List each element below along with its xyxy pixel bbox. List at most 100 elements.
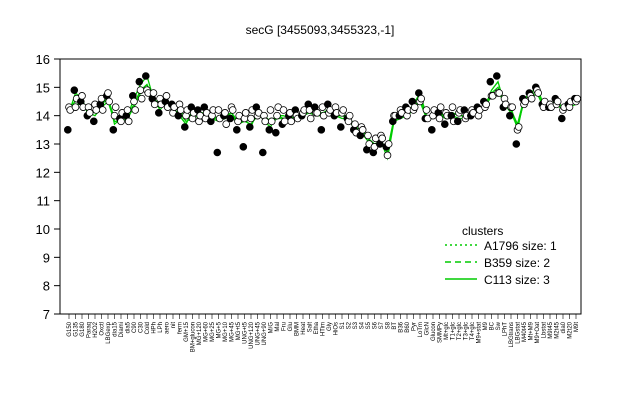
data-point xyxy=(85,109,94,117)
x-tick-label: C30 xyxy=(139,321,145,333)
x-tick-label: Sw xyxy=(496,321,502,330)
data-point xyxy=(435,114,444,123)
legend-entry-2: B359 size: 2 xyxy=(484,256,550,270)
data-point xyxy=(505,111,514,120)
data-point xyxy=(117,117,125,126)
x-tick-label: Glu xyxy=(288,322,294,331)
data-point xyxy=(149,89,158,97)
legend-entry-3: C113 size: 3 xyxy=(484,273,550,287)
data-point xyxy=(213,148,222,157)
x-tick-label: MG+10 xyxy=(223,321,229,342)
data-point xyxy=(273,111,281,120)
data-point xyxy=(214,106,223,114)
x-tick-label: Gly xyxy=(327,322,333,331)
y-tick-label: 10 xyxy=(36,222,50,237)
data-point xyxy=(422,106,431,114)
x-tick-label: S8 xyxy=(386,321,392,329)
x-tick-label: H2O2 xyxy=(93,321,99,337)
x-tick-label: LBGstat xyxy=(516,322,522,344)
x-tick-label: Paraq xyxy=(87,322,93,338)
data-point xyxy=(131,106,140,114)
data-point xyxy=(261,117,270,126)
x-tick-label: ferm xyxy=(178,322,184,334)
data-point xyxy=(417,94,426,103)
x-tick-label: S3 xyxy=(353,321,359,329)
x-tick-label: GlcN xyxy=(425,322,431,335)
x-tick-label: S5 xyxy=(366,321,372,329)
x-tick-label: aero xyxy=(165,321,171,334)
x-tick-label: M9+stat xyxy=(477,322,483,344)
x-tick-label: M9t xyxy=(574,322,580,332)
x-tick-label: dia0 xyxy=(561,321,567,333)
x-tick-label: T4+glc xyxy=(470,322,476,340)
x-tick-label: M/G xyxy=(269,322,275,334)
data-point xyxy=(135,77,144,86)
y-tick-label: 12 xyxy=(36,165,50,180)
data-point xyxy=(221,109,229,117)
data-point xyxy=(482,100,491,109)
x-tick-label: Mal xyxy=(275,322,281,332)
y-tick-label: 14 xyxy=(36,109,50,124)
data-point xyxy=(514,123,523,131)
data-point xyxy=(534,89,542,97)
x-tick-label: B36 xyxy=(399,321,405,332)
data-point xyxy=(78,92,86,100)
data-point xyxy=(258,148,267,157)
x-tick-label: M40t45 xyxy=(522,321,528,342)
x-tick-label: LBGtrans xyxy=(509,322,515,347)
data-point xyxy=(124,117,133,126)
data-point xyxy=(486,77,495,86)
x-tick-label: Cold xyxy=(145,322,151,334)
data-point xyxy=(266,106,275,114)
plot-frame xyxy=(59,58,582,315)
data-point xyxy=(155,109,163,117)
x-tick-label: HiOs xyxy=(334,322,340,335)
x-tick-label: HTim xyxy=(321,322,327,336)
x-tick-label: SMMPy xyxy=(438,322,444,343)
data-point xyxy=(313,109,322,117)
x-tick-label: M9t45 xyxy=(548,321,554,338)
data-point xyxy=(246,123,254,131)
x-tick-label: HPh xyxy=(152,322,158,334)
x-tick-label: Mt+glc xyxy=(444,322,450,340)
x-tick-label: dia5 xyxy=(126,321,132,333)
data-point xyxy=(104,89,112,97)
data-point xyxy=(247,114,255,123)
x-tick-label: MG+120 xyxy=(197,321,203,345)
data-point xyxy=(239,143,248,151)
data-point xyxy=(351,120,359,128)
data-point xyxy=(265,126,274,134)
x-tick-label: M2t45 xyxy=(555,321,561,338)
x-tick-label: Lbstat xyxy=(542,322,548,339)
data-point xyxy=(90,117,98,126)
x-tick-label: Pyr xyxy=(412,322,418,331)
data-point xyxy=(71,103,80,111)
x-tick-label: UNG+120 xyxy=(249,321,255,349)
x-tick-label: G180 xyxy=(80,321,86,336)
x-tick-label: G150 xyxy=(67,321,73,336)
x-tick-label: S2 xyxy=(347,321,353,329)
x-tick-label: UNG+45 xyxy=(256,321,262,345)
x-tick-label: LoTm xyxy=(418,322,424,337)
data-point xyxy=(123,106,132,114)
x-tick-label: S1 xyxy=(340,321,346,329)
x-tick-label: Oxctl xyxy=(100,322,106,336)
data-point xyxy=(150,100,159,109)
data-point xyxy=(436,103,445,111)
x-tick-label: B60 xyxy=(405,321,411,332)
data-point xyxy=(111,103,120,111)
x-tick-label: LPhT xyxy=(503,322,509,337)
x-tick-label: dia15 xyxy=(113,321,119,336)
data-point xyxy=(317,126,326,134)
data-point xyxy=(383,151,392,160)
x-tick-label: Fru xyxy=(282,322,288,331)
axes: 7 8 9 10 11 12 13 14 15 16 G150 G135 G180 Paraq H2O2 Ox… xyxy=(36,52,582,352)
y-tick-label: 7 xyxy=(43,307,50,322)
data-point xyxy=(492,72,501,80)
data-point xyxy=(384,140,393,148)
data-point xyxy=(64,126,72,134)
data-point xyxy=(410,103,419,111)
data-point xyxy=(427,126,436,134)
x-tick-label: MG+60 xyxy=(204,321,210,342)
x-tick-label: G135 xyxy=(74,321,80,336)
